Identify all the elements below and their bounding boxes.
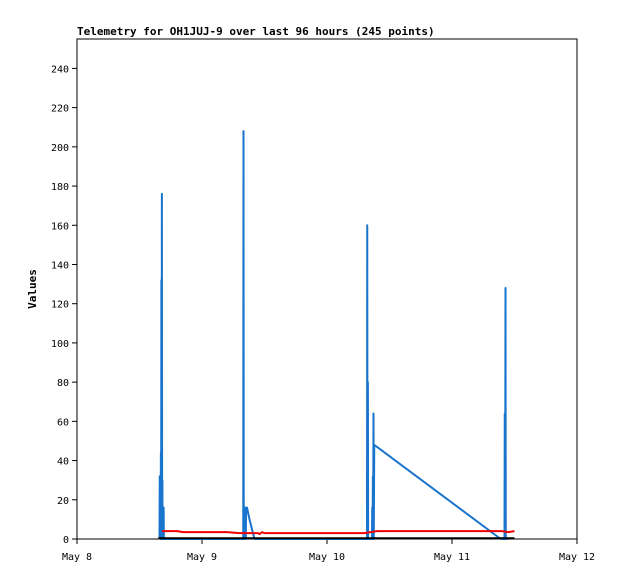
x-tick-label: May 10 <box>309 552 345 563</box>
y-axis-label: Values <box>26 269 39 309</box>
y-tick-label: 220 <box>51 104 69 115</box>
y-tick-label: 60 <box>57 417 69 428</box>
y-tick-label: 20 <box>57 496 69 507</box>
y-tick-label: 100 <box>51 339 69 350</box>
y-tick-label: 80 <box>57 378 69 389</box>
y-tick-label: 180 <box>51 182 69 193</box>
chart-title: Telemetry for OH1JUJ-9 over last 96 hour… <box>77 25 435 38</box>
y-tick-label: 120 <box>51 300 69 311</box>
y-tick-label: 140 <box>51 260 69 271</box>
y-axis-ticks: 0 20 40 60 80 100 120 140 160 180 200 220 240 <box>51 64 77 546</box>
plot-frame <box>76 38 578 540</box>
y-tick-label: 200 <box>51 143 69 154</box>
x-tick-label: May 12 <box>559 552 595 563</box>
x-axis-ticks: May 8 May 9 May 10 May 11 May 12 <box>62 539 595 563</box>
x-tick-label: May 8 <box>62 552 92 563</box>
x-tick-label: May 9 <box>187 552 217 563</box>
y-tick-label: 160 <box>51 221 69 232</box>
series-line-2 <box>162 530 515 536</box>
y-tick-label: 40 <box>57 457 69 468</box>
series-layer <box>158 130 515 540</box>
x-tick-label: May 11 <box>434 552 470 563</box>
y-tick-label: 0 <box>63 535 69 546</box>
series-line-1 <box>158 130 509 540</box>
y-tick-label: 240 <box>51 64 69 75</box>
